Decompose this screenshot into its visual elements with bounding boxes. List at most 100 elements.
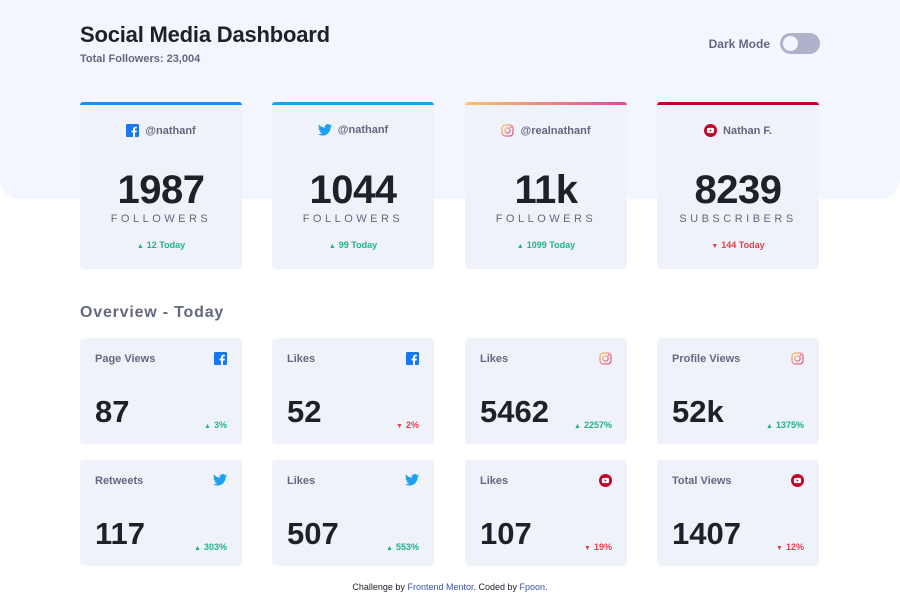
- overview-label: Likes: [480, 475, 509, 487]
- overview-change-text: 1375%: [775, 420, 804, 430]
- overview-change: ▲ 3%: [204, 420, 227, 430]
- card-handle: @nathanf: [272, 124, 434, 136]
- arrow-up-icon: ▲: [766, 423, 773, 430]
- handle-text: @nathanf: [145, 124, 196, 137]
- facebook-icon: [126, 124, 140, 137]
- card-handle: @nathanf: [80, 124, 242, 137]
- arrow-up-icon: ▲: [204, 423, 211, 430]
- overview-change: ▼ 19%: [584, 542, 612, 552]
- instagram-icon: [599, 352, 612, 365]
- overview-value: 507: [287, 516, 339, 551]
- arrow-up-icon: ▲: [136, 243, 144, 250]
- today-change: ▲ 99 Today: [272, 240, 434, 250]
- follower-count: 11k: [514, 168, 578, 212]
- card-handle: Nathan F.: [657, 124, 819, 137]
- overview-change-text: 303%: [203, 542, 227, 552]
- dark-mode-label: Dark Mode: [708, 36, 770, 51]
- overview-change-text: 19%: [593, 542, 612, 552]
- overview-change: ▼ 12%: [776, 542, 804, 552]
- overview-change: ▲ 303%: [194, 542, 227, 552]
- youtube-icon: [791, 474, 804, 487]
- arrow-down-icon: ▼: [776, 545, 783, 552]
- today-change-text: 1099 Today: [526, 240, 576, 250]
- card-top-bar: [272, 102, 434, 105]
- arrow-up-icon: ▲: [386, 545, 393, 552]
- card-facebook[interactable]: @nathanf 1987 FOLLOWERS ▲ 12 Today: [80, 102, 242, 269]
- instagram-icon: [791, 352, 804, 365]
- card-top-bar: [80, 102, 242, 105]
- overview-card[interactable]: Likes 5462 ▲ 2257%: [465, 338, 627, 444]
- overview-value: 117: [95, 516, 146, 551]
- toggle-knob: [783, 36, 798, 51]
- card-handle: @realnathanf: [465, 124, 627, 137]
- overview-change-text: 553%: [395, 542, 419, 552]
- today-change-text: 12 Today: [146, 240, 186, 250]
- today-change-text: 144 Today: [721, 240, 765, 250]
- overview-card[interactable]: Page Views 87 ▲ 3%: [80, 338, 242, 444]
- arrow-up-icon: ▲: [194, 545, 201, 552]
- overview-label: Likes: [480, 353, 509, 365]
- overview-value: 87: [95, 394, 130, 429]
- follower-unit: FOLLOWERS: [302, 213, 404, 225]
- card-youtube[interactable]: Nathan F. 8239 SUBSCRIBERS ▼ 144 Today: [657, 102, 819, 269]
- page-title: Social Media Dashboard: [80, 22, 330, 47]
- author-link[interactable]: Fpoon: [519, 582, 546, 592]
- follower-unit: FOLLOWERS: [110, 213, 212, 225]
- twitter-icon: [317, 124, 332, 136]
- arrow-up-icon: ▲: [574, 423, 581, 430]
- arrow-up-icon: ▲: [328, 243, 336, 250]
- overview-label: Likes: [287, 353, 316, 365]
- overview-label: Retweets: [95, 475, 144, 487]
- arrow-down-icon: ▼: [396, 423, 403, 430]
- card-top-bar: [465, 102, 627, 105]
- frontend-mentor-link[interactable]: Frontend Mentor: [407, 582, 474, 592]
- dark-mode-control: Dark Mode: [709, 33, 820, 54]
- facebook-icon: [214, 352, 227, 365]
- overview-change: ▲ 553%: [386, 542, 419, 552]
- overview-value: 1407: [672, 516, 741, 551]
- today-change-text: 99 Today: [338, 240, 378, 250]
- overview-card[interactable]: Likes 507 ▲ 553%: [272, 460, 434, 566]
- overview-card[interactable]: Total Views 1407 ▼ 12%: [657, 460, 819, 566]
- card-instagram[interactable]: @realnathanf 11k FOLLOWERS ▲ 1099 Today: [465, 102, 627, 269]
- overview-label: Profile Views: [672, 353, 741, 365]
- overview-change-text: 2257%: [583, 420, 612, 430]
- handle-text: Nathan F.: [723, 124, 772, 137]
- follower-count: 1987: [117, 168, 205, 212]
- overview-change: ▼ 2%: [396, 420, 419, 430]
- follower-count: 1044: [309, 168, 397, 212]
- overview-title: Overview - Today: [80, 304, 225, 321]
- handle-text: @realnathanf: [520, 124, 591, 137]
- overview-card[interactable]: Likes 107 ▼ 19%: [465, 460, 627, 566]
- overview-card[interactable]: Likes 52 ▼ 2%: [272, 338, 434, 444]
- footer-suffix: .: [545, 582, 548, 592]
- overview-change-text: 12%: [785, 542, 804, 552]
- card-twitter[interactable]: @nathanf 1044 FOLLOWERS ▲ 99 Today: [272, 102, 434, 269]
- overview-change-text: 2%: [405, 420, 419, 430]
- facebook-icon: [406, 352, 419, 365]
- overview-value: 52: [287, 394, 322, 429]
- page-header: Social Media Dashboard Total Followers: …: [80, 22, 330, 65]
- card-top-bar: [657, 102, 819, 105]
- today-change: ▼ 144 Today: [657, 240, 819, 250]
- overview-label: Page Views: [95, 353, 156, 365]
- handle-text: @nathanf: [337, 124, 389, 136]
- overview-change: ▲ 2257%: [574, 420, 612, 430]
- overview-value: 52k: [672, 394, 724, 429]
- total-followers: Total Followers: 23,004: [80, 53, 201, 65]
- overview-label: Likes: [287, 475, 316, 487]
- overview-label: Total Views: [672, 475, 732, 487]
- twitter-icon: [405, 474, 419, 486]
- dark-mode-toggle[interactable]: [780, 33, 820, 54]
- attribution-footer: Challenge by Frontend Mentor. Coded by F…: [0, 582, 900, 592]
- overview-card[interactable]: Profile Views 52k ▲ 1375%: [657, 338, 819, 444]
- footer-prefix: Challenge by: [352, 582, 405, 592]
- instagram-icon: [501, 124, 515, 137]
- overview-value: 107: [480, 516, 532, 551]
- twitter-icon: [213, 474, 227, 486]
- overview-card[interactable]: Retweets 117 ▲ 303%: [80, 460, 242, 566]
- footer-middle: . Coded by: [473, 582, 518, 592]
- arrow-down-icon: ▼: [584, 545, 591, 552]
- arrow-up-icon: ▲: [516, 243, 524, 250]
- overview-change-text: 3%: [213, 420, 227, 430]
